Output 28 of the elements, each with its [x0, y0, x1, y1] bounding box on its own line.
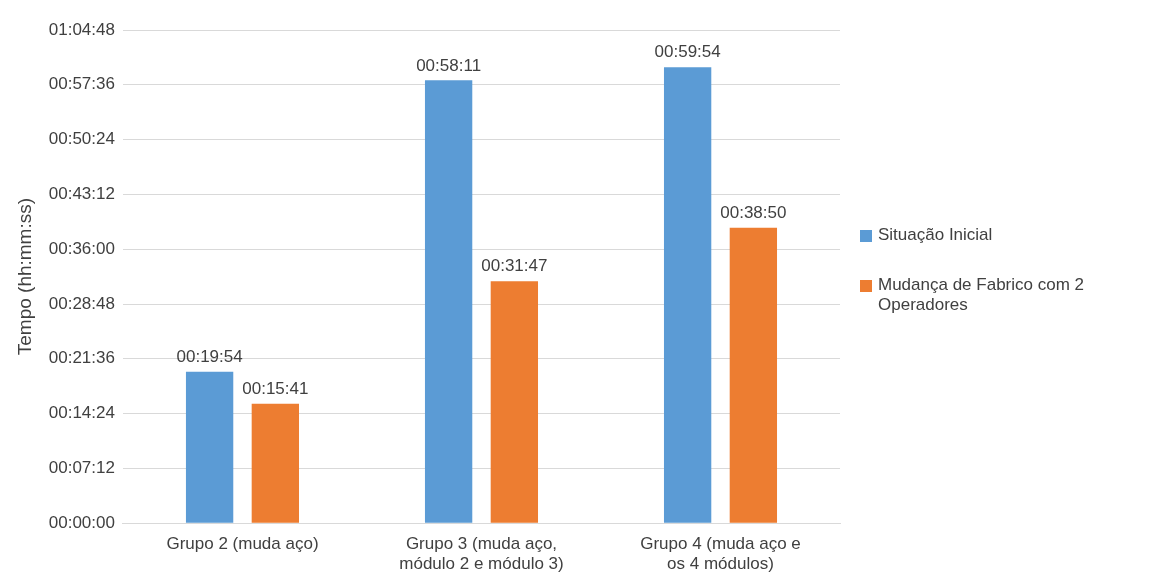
- y-tick-label: 00:14:24: [48, 403, 115, 423]
- bar: [663, 67, 712, 523]
- x-tick-label: Grupo 2 (muda aço): [166, 534, 319, 554]
- bar: [729, 227, 778, 523]
- data-label: 00:59:54: [654, 42, 721, 62]
- data-label: 00:19:54: [176, 346, 243, 366]
- y-tick-label: 00:36:00: [48, 238, 115, 258]
- bar: [251, 403, 299, 523]
- data-label: 00:38:50: [720, 202, 787, 222]
- x-tick-label: Grupo 3 (muda aço, módulo 2 e módulo 3): [399, 534, 564, 574]
- legend-label: Situação Inicial: [878, 225, 993, 245]
- x-tick-label: Grupo 4 (muda aço e os 4 módulos): [640, 534, 801, 574]
- y-tick-label: 00:50:24: [48, 129, 115, 149]
- data-label: 00:31:47: [481, 256, 548, 276]
- legend-label: Mudança de Fabrico com 2 Operadores: [878, 275, 1085, 315]
- bar: [185, 371, 234, 523]
- y-tick-label: 00:21:36: [48, 348, 115, 368]
- y-tick-label: 01:04:48: [48, 19, 115, 39]
- y-tick-label: 00:57:36: [48, 74, 115, 94]
- data-label: 00:15:41: [242, 379, 309, 399]
- y-tick-label: 00:28:48: [48, 293, 115, 313]
- y-tick-label: 00:00:00: [48, 512, 115, 532]
- y-tick-label: 00:07:12: [48, 458, 115, 478]
- bar: [490, 281, 539, 523]
- data-label: 00:58:11: [416, 55, 482, 75]
- y-tick-label: 00:43:12: [48, 184, 115, 204]
- bar: [424, 80, 473, 523]
- y-axis-title: Tempo (hh:mm:ss): [13, 197, 35, 356]
